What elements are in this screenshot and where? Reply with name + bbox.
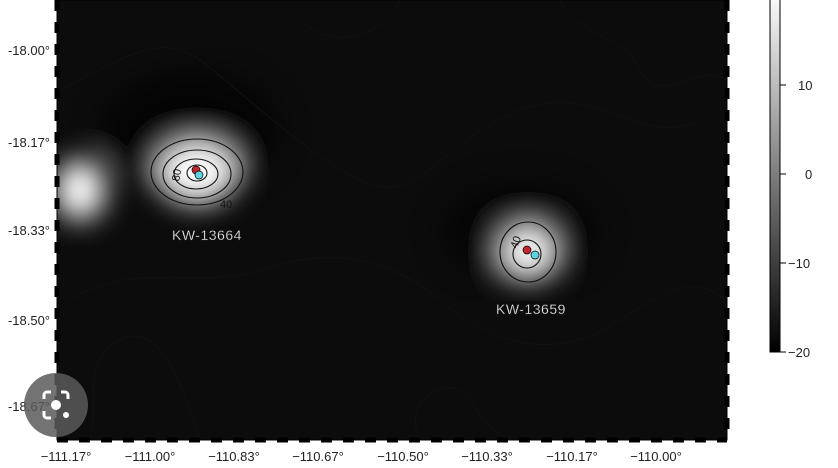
y-axis-ticks: -18.00° -18.17° -18.33° -18.50° -18.67° xyxy=(8,43,50,414)
contour-label: 40 xyxy=(509,234,524,250)
y-tick: -18.50° xyxy=(8,313,50,328)
x-tick: −110.17° xyxy=(546,449,598,464)
colorbar: 10 0 −10 −20 xyxy=(769,0,812,360)
cyan-marker xyxy=(194,170,204,180)
lens-search-icon xyxy=(42,390,70,420)
map-frame xyxy=(54,0,730,443)
source-kw-13664: 80 40 KW-13664 xyxy=(170,165,242,243)
x-tick: −110.67° xyxy=(292,449,344,464)
red-marker xyxy=(522,245,532,255)
x-tick: −110.50° xyxy=(377,449,429,464)
colorbar-tick: 0 xyxy=(805,167,812,182)
x-tick: −110.83° xyxy=(208,449,260,464)
map-raster xyxy=(55,0,727,440)
x-tick: −111.17° xyxy=(41,449,92,464)
y-tick: -18.00° xyxy=(8,43,50,58)
cyan-marker xyxy=(530,250,540,260)
colorbar-tick: 10 xyxy=(798,78,812,93)
contours xyxy=(59,0,728,441)
source-label: KW-13659 xyxy=(496,301,566,317)
y-tick: -18.33° xyxy=(8,223,50,238)
x-axis-ticks: −111.17° −111.00° −110.83° −110.67° −110… xyxy=(41,449,682,464)
contour-label: 80 xyxy=(170,168,184,182)
colorbar-tick: −20 xyxy=(788,345,810,360)
x-tick: −111.00° xyxy=(125,449,176,464)
contour-label: 40 xyxy=(220,199,232,211)
x-tick: −110.00° xyxy=(630,449,682,464)
lens-search-button[interactable] xyxy=(24,373,88,437)
colorbar-tick: −10 xyxy=(788,256,810,271)
x-tick: −110.33° xyxy=(461,449,513,464)
source-kw-13659: 40 KW-13659 xyxy=(496,234,566,317)
source-label: KW-13664 xyxy=(172,227,242,243)
y-tick: -18.17° xyxy=(8,135,50,150)
